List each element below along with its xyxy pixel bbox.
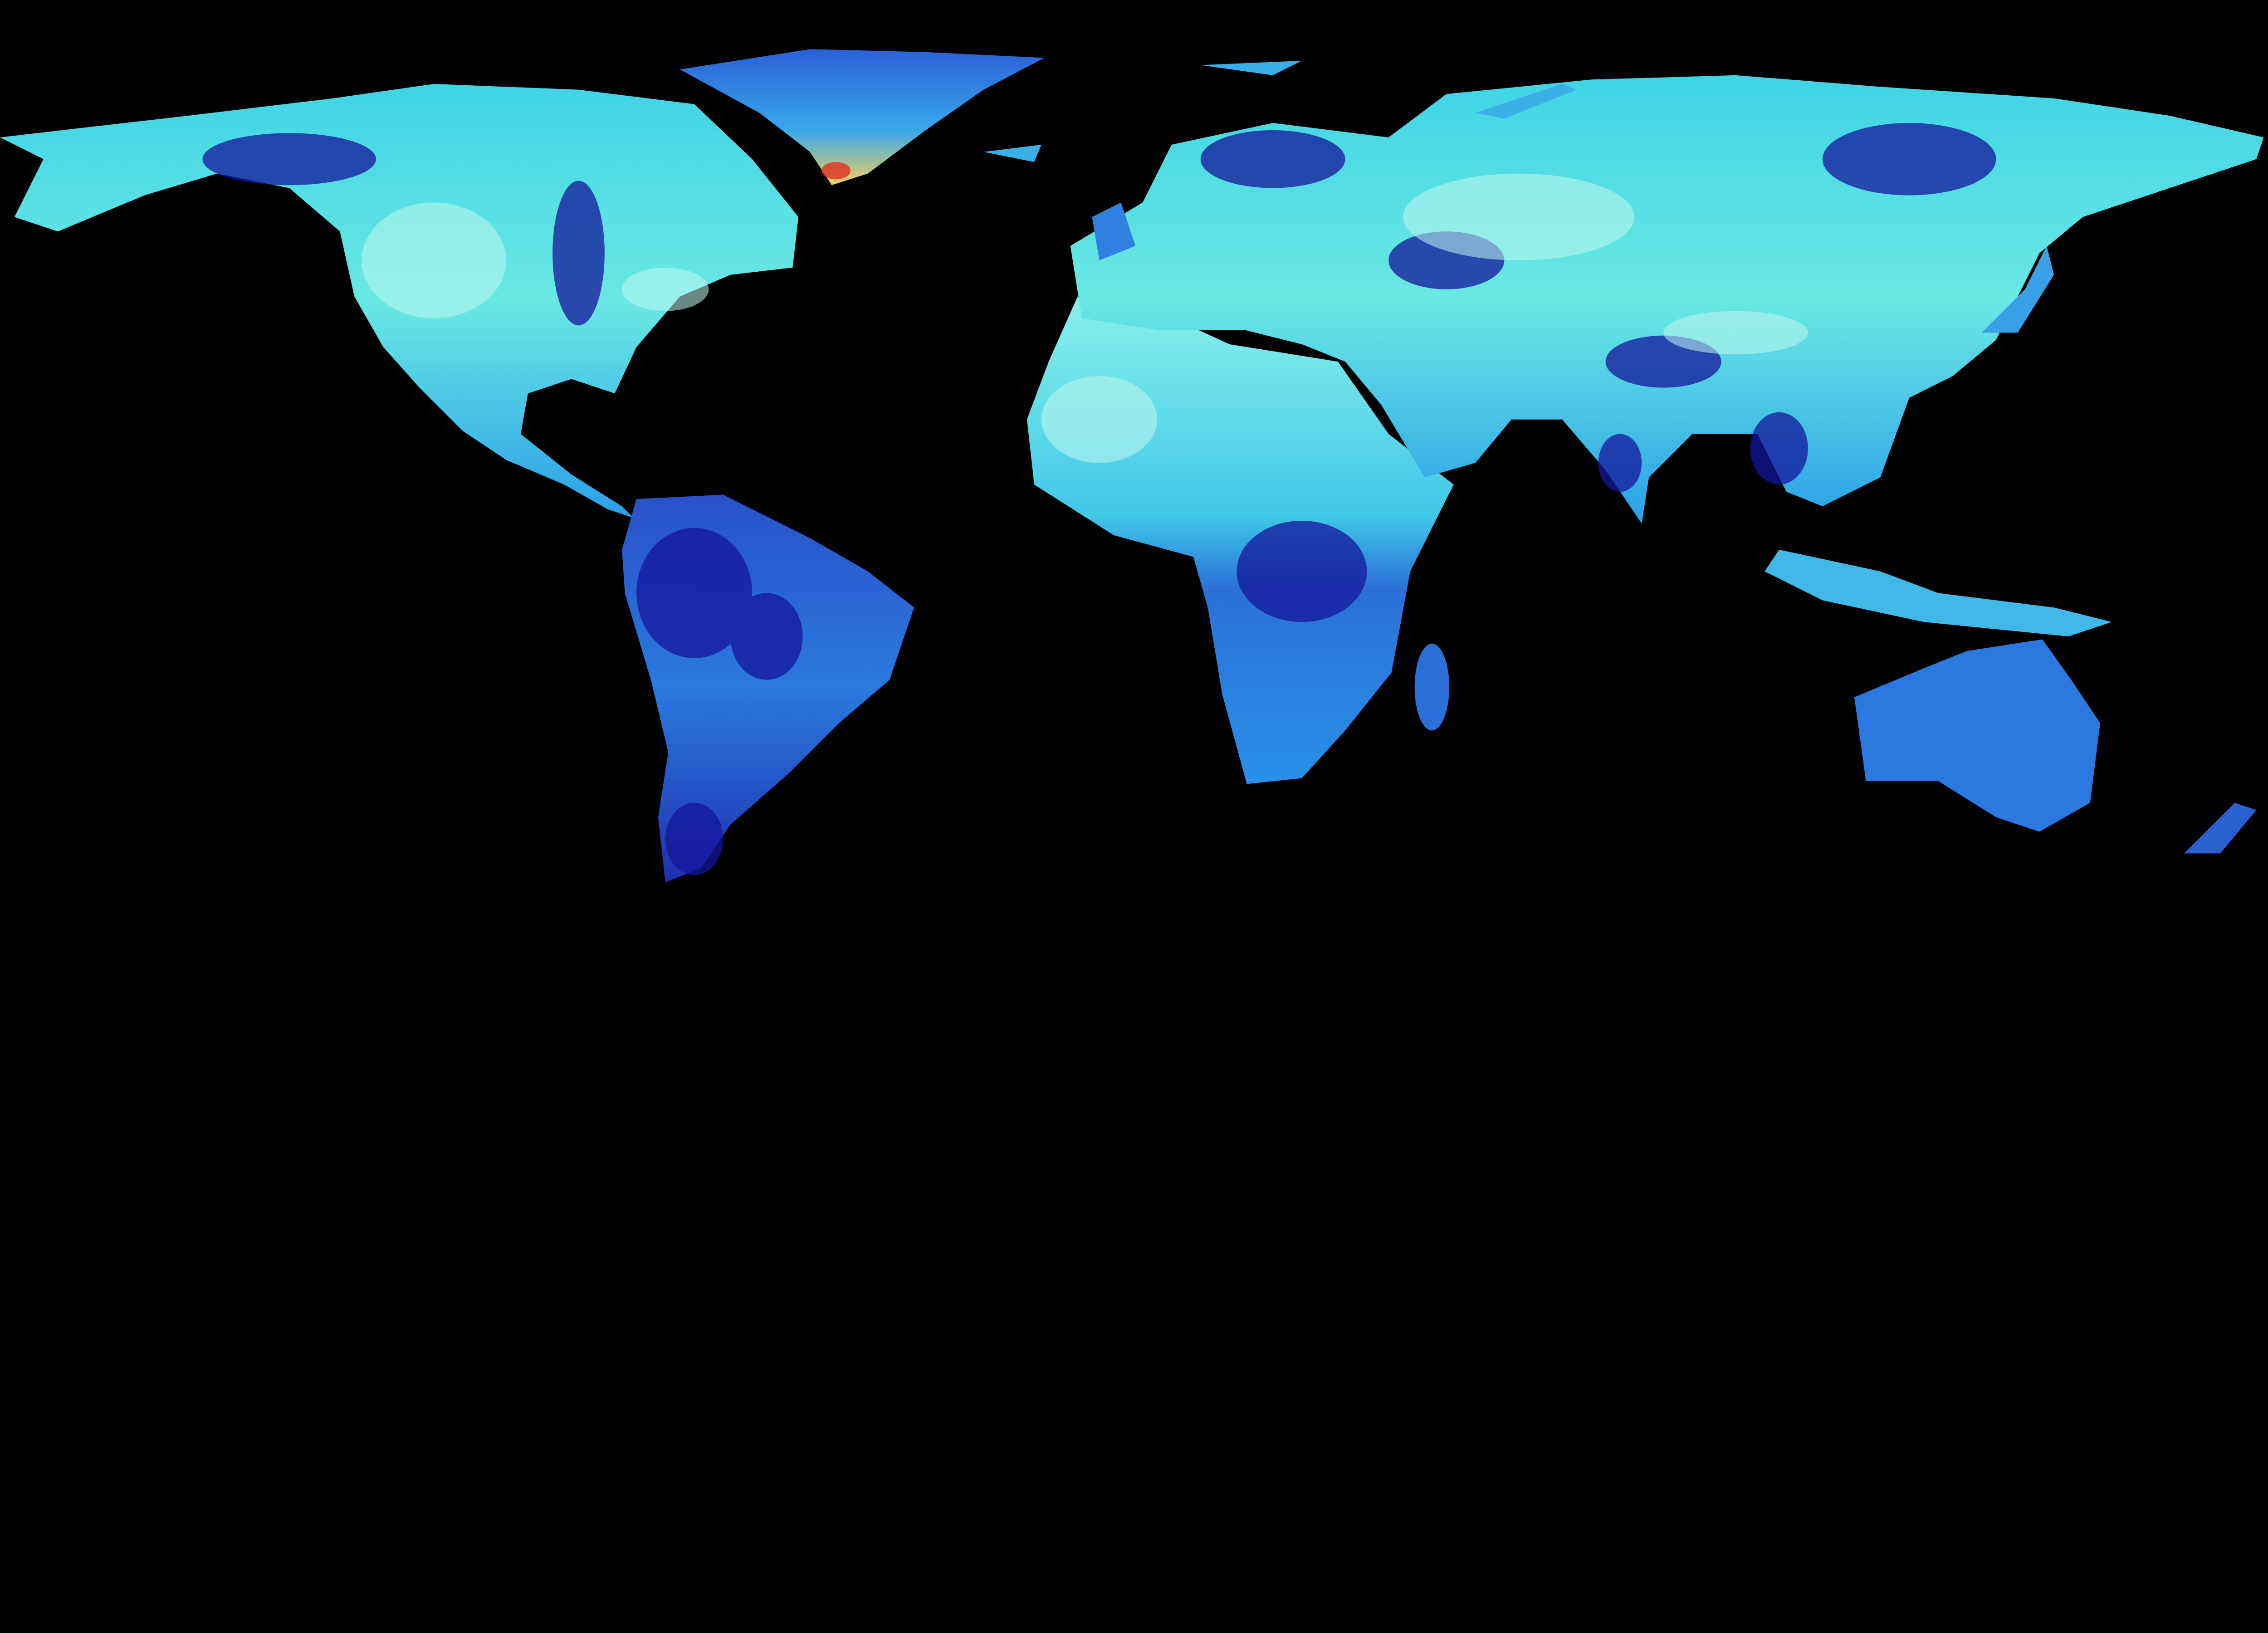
high-value-regions	[362, 173, 1808, 463]
indonesia	[1765, 549, 2112, 637]
new-zealand	[2184, 802, 2257, 854]
world-raster-map	[0, 49, 2264, 883]
madagascar	[1414, 644, 1450, 731]
british-isles	[1092, 202, 1136, 260]
greenland	[679, 49, 1045, 186]
greenland-peak	[821, 162, 850, 180]
australia	[1854, 639, 2101, 832]
eurasia	[1070, 75, 2264, 524]
